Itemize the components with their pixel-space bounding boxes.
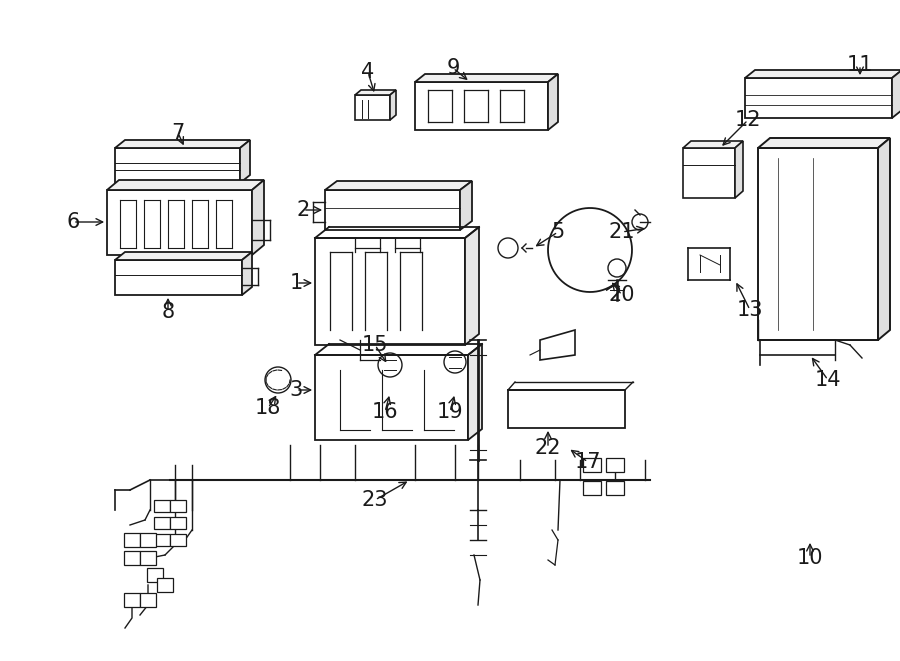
Polygon shape: [240, 140, 250, 183]
Bar: [124, 533, 140, 547]
Bar: [583, 458, 601, 472]
Polygon shape: [758, 138, 890, 148]
Bar: [606, 458, 624, 472]
Bar: [124, 593, 140, 607]
Bar: [583, 481, 601, 495]
Polygon shape: [878, 138, 890, 340]
Polygon shape: [355, 90, 396, 95]
Text: 9: 9: [446, 58, 460, 78]
Text: 5: 5: [552, 222, 564, 242]
Text: 22: 22: [535, 438, 562, 458]
Bar: [170, 500, 186, 512]
Polygon shape: [758, 148, 878, 340]
Text: 8: 8: [161, 302, 175, 322]
Polygon shape: [745, 70, 900, 78]
Bar: [154, 534, 170, 546]
Polygon shape: [115, 260, 242, 295]
Polygon shape: [460, 181, 472, 230]
Text: 21: 21: [608, 222, 635, 242]
Polygon shape: [252, 180, 264, 255]
Bar: [140, 593, 156, 607]
Bar: [154, 500, 170, 512]
Polygon shape: [683, 148, 735, 198]
Polygon shape: [107, 190, 252, 255]
Text: 6: 6: [67, 212, 80, 232]
Text: 20: 20: [608, 285, 635, 305]
Polygon shape: [745, 78, 892, 118]
Polygon shape: [242, 252, 252, 295]
Bar: [147, 568, 163, 582]
Text: 17: 17: [575, 452, 601, 472]
Bar: [124, 551, 140, 565]
Text: 11: 11: [847, 55, 873, 75]
Bar: [170, 517, 186, 529]
Polygon shape: [325, 190, 460, 230]
Polygon shape: [107, 180, 264, 190]
Text: 15: 15: [362, 335, 388, 355]
Circle shape: [632, 214, 648, 230]
Bar: [170, 534, 186, 546]
Text: 10: 10: [796, 548, 824, 568]
Text: 14: 14: [814, 370, 842, 390]
Circle shape: [608, 259, 626, 277]
Polygon shape: [315, 238, 465, 345]
Polygon shape: [508, 390, 625, 428]
Polygon shape: [115, 252, 252, 260]
Polygon shape: [325, 181, 472, 190]
Polygon shape: [540, 330, 575, 360]
Polygon shape: [735, 141, 743, 198]
Text: 4: 4: [362, 62, 374, 82]
Text: 13: 13: [737, 300, 763, 320]
Bar: [157, 578, 173, 592]
Text: 2: 2: [296, 200, 310, 220]
Polygon shape: [115, 140, 250, 148]
Bar: [606, 481, 624, 495]
Polygon shape: [892, 70, 900, 118]
Polygon shape: [415, 82, 548, 130]
Text: 18: 18: [255, 398, 281, 418]
Bar: [154, 517, 170, 529]
Polygon shape: [390, 90, 396, 120]
Bar: [140, 551, 156, 565]
Polygon shape: [115, 148, 240, 183]
Polygon shape: [355, 95, 390, 120]
Polygon shape: [548, 74, 558, 130]
Text: 16: 16: [372, 402, 399, 422]
Polygon shape: [315, 355, 468, 440]
Polygon shape: [415, 74, 558, 82]
Polygon shape: [468, 344, 482, 440]
Polygon shape: [683, 141, 743, 148]
Text: 23: 23: [362, 490, 388, 510]
Text: 1: 1: [290, 273, 302, 293]
Text: 3: 3: [290, 380, 302, 400]
Polygon shape: [465, 227, 479, 345]
Bar: [140, 533, 156, 547]
Text: 7: 7: [171, 123, 184, 143]
Text: 12: 12: [734, 110, 761, 130]
Text: 19: 19: [436, 402, 464, 422]
